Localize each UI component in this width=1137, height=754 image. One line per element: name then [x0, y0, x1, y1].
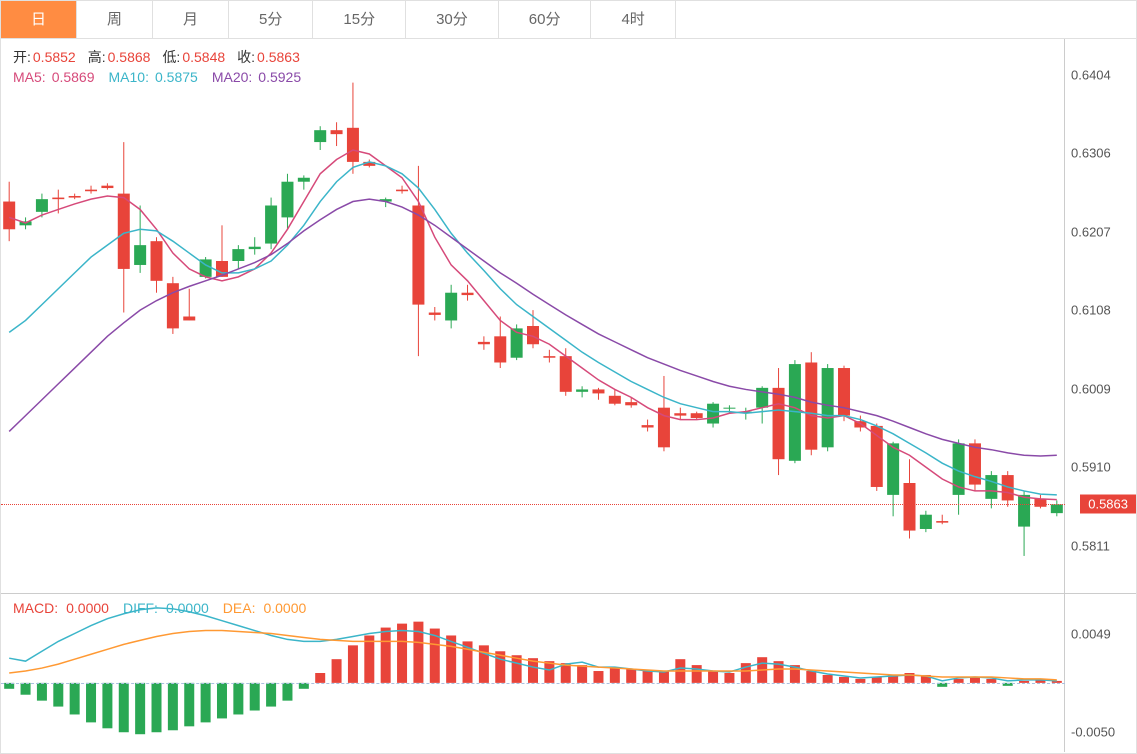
price-chart-panel: 开:0.5852高:0.5868低:0.5848收:0.5863 MA5:0.5…	[1, 39, 1136, 594]
timeframe-tab[interactable]: 15分	[313, 1, 406, 38]
current-price-marker: 0.5863	[1080, 495, 1136, 514]
timeframe-tab[interactable]: 4时	[591, 1, 675, 38]
current-price-line	[1, 504, 1065, 505]
timeframe-tab[interactable]: 30分	[406, 1, 499, 38]
price-axis-tick: 0.6009	[1071, 381, 1111, 396]
timeframe-tab[interactable]: 5分	[229, 1, 313, 38]
timeframe-tab[interactable]: 周	[77, 1, 153, 38]
price-axis-tick: 0.5910	[1071, 460, 1111, 475]
macd-zero-line	[1, 683, 1065, 684]
timeframe-tab[interactable]: 日	[1, 1, 77, 38]
timeframe-tab[interactable]: 60分	[499, 1, 592, 38]
price-axis-tick: 0.5811	[1071, 538, 1110, 553]
macd-axis-tick: -0.0050	[1071, 725, 1115, 740]
price-axis-tick: 0.6404	[1071, 68, 1111, 83]
price-axis-tick: 0.6207	[1071, 224, 1111, 239]
price-axis-tick: 0.6306	[1071, 146, 1111, 161]
macd-panel: MACD:0.0000DIFF:0.0000DEA:0.0000 -0.0050…	[1, 594, 1136, 752]
macd-chart[interactable]	[1, 594, 1065, 752]
candlestick-chart[interactable]	[1, 39, 1065, 594]
timeframe-tabs: 日周月5分15分30分60分4时	[1, 1, 1136, 39]
macd-axis-tick: 0.0049	[1071, 627, 1111, 642]
timeframe-tab[interactable]: 月	[153, 1, 229, 38]
price-axis-tick: 0.6108	[1071, 303, 1111, 318]
trading-chart-container: 日周月5分15分30分60分4时 开:0.5852高:0.5868低:0.584…	[0, 0, 1137, 754]
macd-y-axis: -0.0050 0.0049	[1064, 594, 1136, 752]
